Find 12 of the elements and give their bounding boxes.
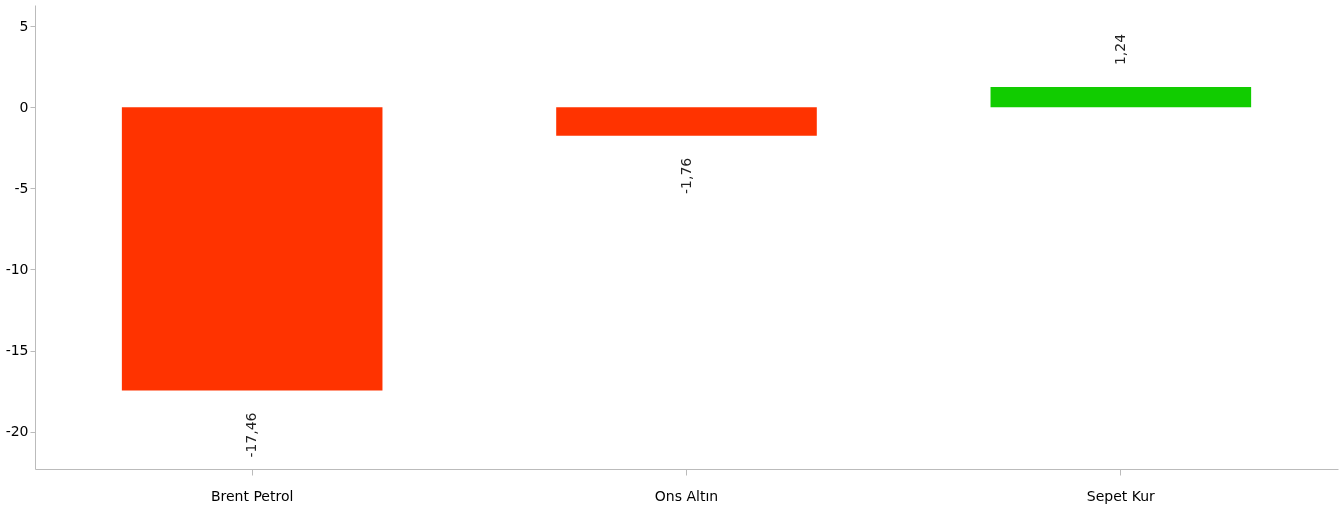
data-label: 1,24 (1111, 33, 1128, 66)
y-tick-label: -15 (5, 342, 29, 359)
data-label: -17,46 (243, 412, 260, 458)
y-tick-label: -10 (5, 260, 29, 277)
x-tick-label: Ons Altın (654, 487, 719, 504)
x-tick-label: Brent Petrol (210, 487, 294, 504)
y-tick-label: -20 (5, 423, 29, 440)
y-tick-label: 5 (19, 17, 29, 34)
x-tick-label: Sepet Kur (1086, 487, 1156, 504)
y-tick-label: 0 (19, 98, 29, 115)
y-tick-label: -5 (14, 179, 29, 196)
data-label: -1,76 (677, 157, 694, 194)
